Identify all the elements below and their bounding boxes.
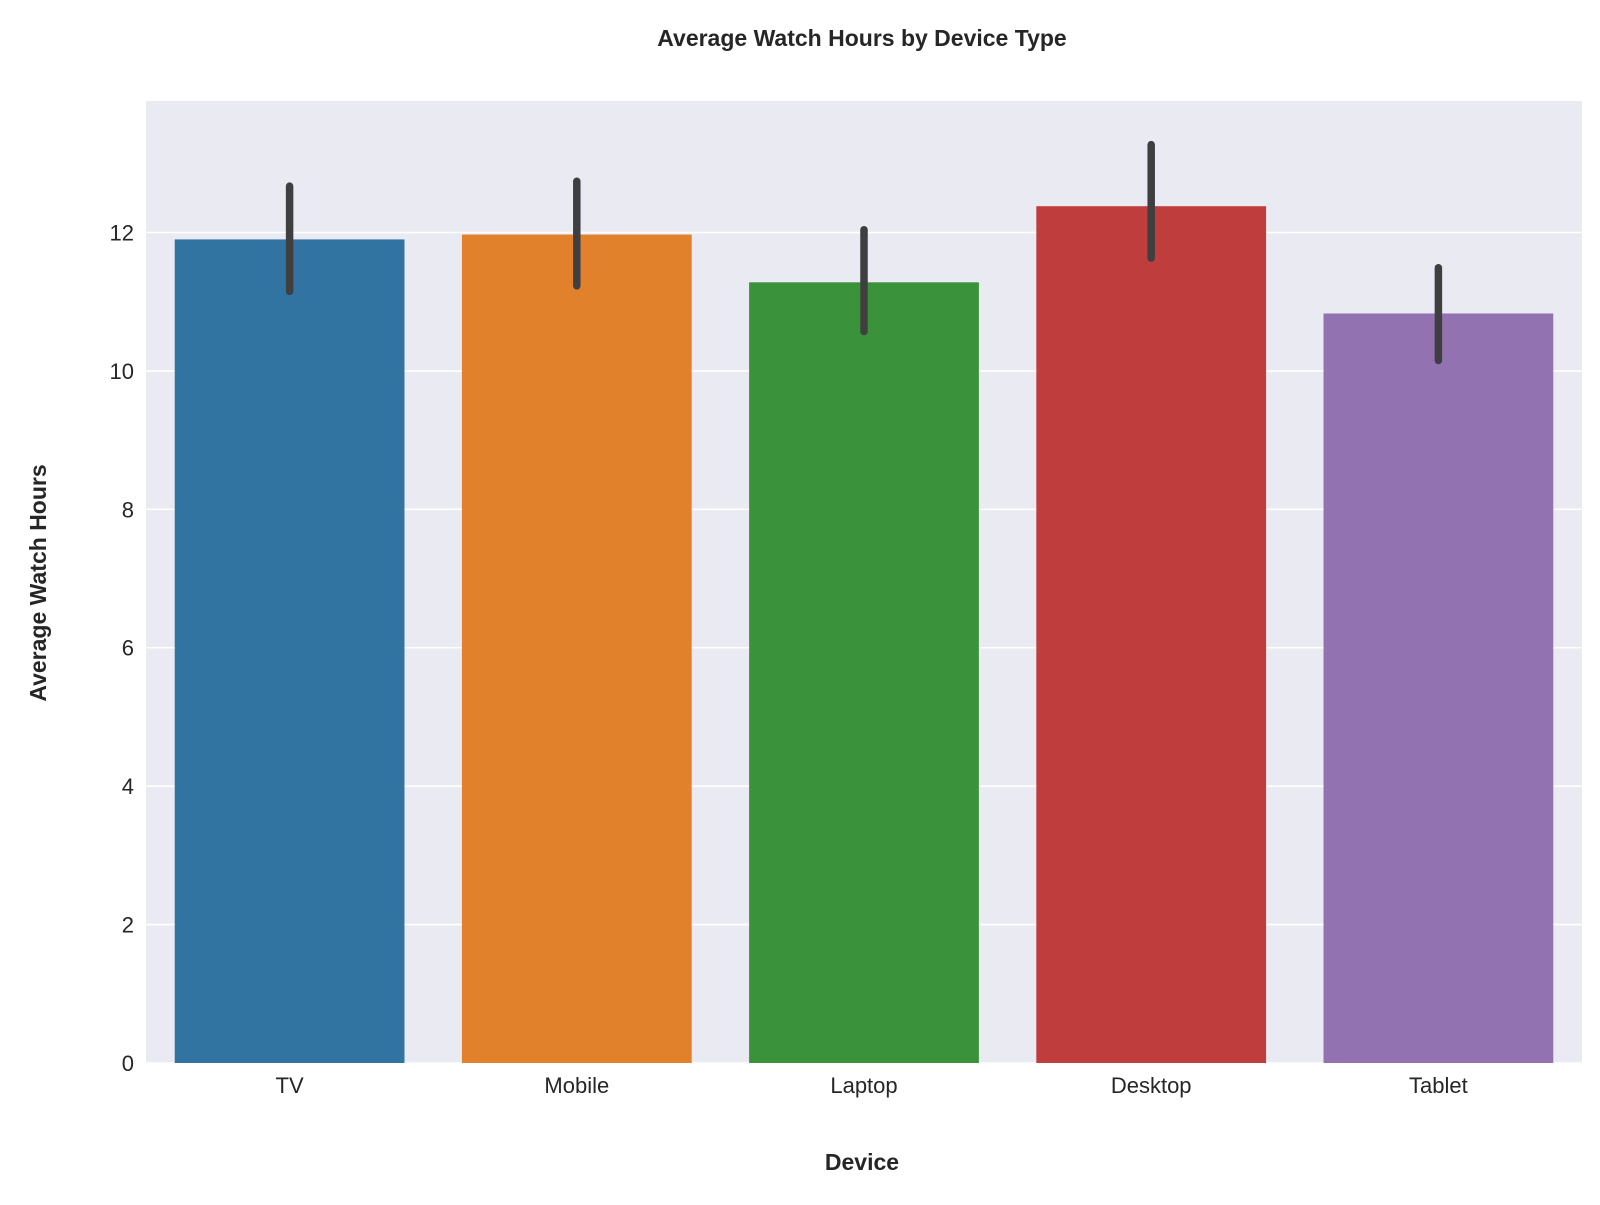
x-tick-label: Desktop	[1111, 1073, 1192, 1098]
x-axis-title: Device	[825, 1149, 899, 1175]
y-axis-title: Average Watch Hours	[25, 464, 51, 701]
y-tick-label: 6	[122, 636, 134, 661]
error-bars	[285, 140, 1443, 365]
bar-mobile	[461, 234, 692, 1064]
y-axis-ticks: 0 2 4 6 8 10 12	[110, 220, 134, 1076]
y-tick-label: 8	[122, 497, 134, 522]
x-tick-label: Laptop	[830, 1073, 897, 1098]
x-tick-label: TV	[276, 1073, 304, 1098]
bar-desktop	[1036, 206, 1267, 1063]
chart-title: Average Watch Hours by Device Type	[657, 25, 1066, 51]
y-tick-label: 12	[110, 220, 134, 245]
bar-tablet	[1323, 313, 1554, 1064]
y-tick-label: 10	[110, 359, 134, 384]
y-tick-label: 0	[122, 1051, 134, 1076]
y-tick-label: 4	[122, 774, 134, 799]
bar-tv	[174, 239, 405, 1064]
x-tick-label: Mobile	[544, 1073, 609, 1098]
x-axis-ticks: TV Mobile Laptop Desktop Tablet	[276, 1073, 1468, 1098]
y-tick-label: 2	[122, 913, 134, 938]
x-tick-label: Tablet	[1409, 1073, 1468, 1098]
bars	[174, 206, 1554, 1064]
bar-laptop	[749, 282, 979, 1063]
